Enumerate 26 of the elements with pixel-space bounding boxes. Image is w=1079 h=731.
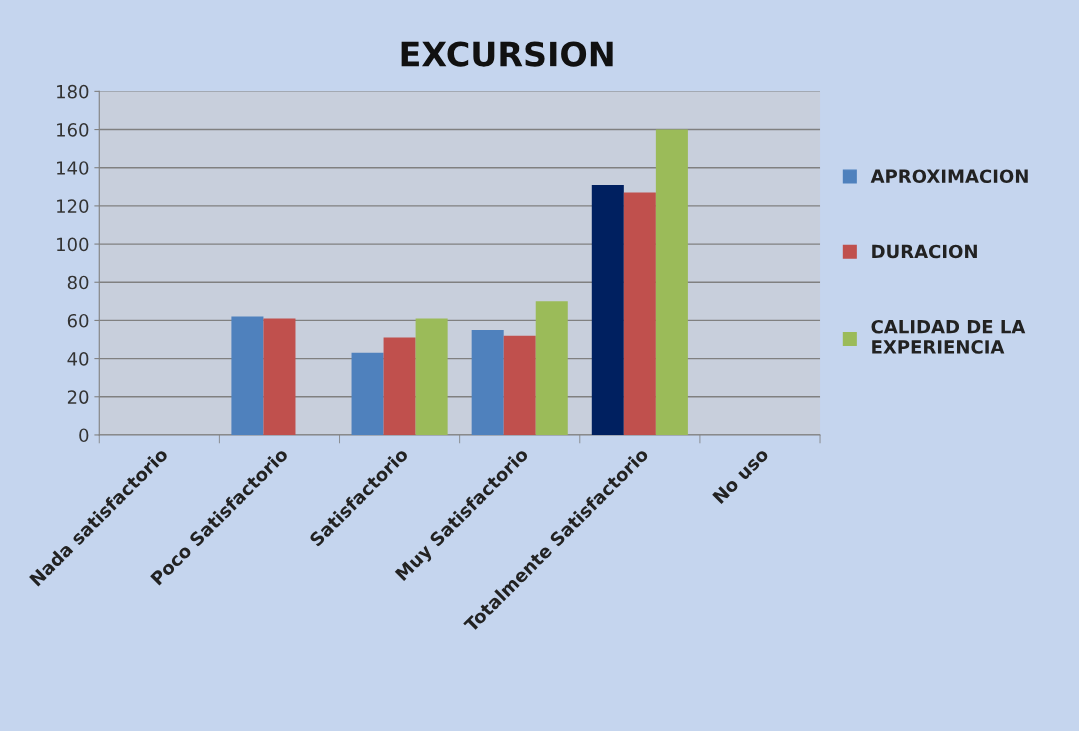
y-tick-label: 40 xyxy=(67,352,89,366)
bar xyxy=(503,335,536,435)
y-tick-label: 20 xyxy=(67,390,89,404)
bar xyxy=(383,337,416,435)
bar xyxy=(263,318,296,435)
y-tick-label: 0 xyxy=(79,428,89,443)
bar xyxy=(415,318,448,435)
bar xyxy=(655,129,688,435)
y-tick-label: 100 xyxy=(57,237,89,252)
bar xyxy=(535,301,568,435)
legend-label: APROXIMACION xyxy=(870,169,1028,184)
y-tick-label: 160 xyxy=(57,123,89,137)
bar xyxy=(471,329,504,435)
bar xyxy=(623,192,656,435)
x-tick-label: No uso xyxy=(712,447,770,505)
bar xyxy=(231,316,264,435)
y-tick-label: 60 xyxy=(67,313,89,328)
legend-label: CALIDAD DE LA EXPERIENCIA xyxy=(871,319,1026,354)
bar xyxy=(351,352,384,435)
bar xyxy=(591,184,624,435)
y-tick-label: 80 xyxy=(67,275,89,290)
legend-label: DURACION xyxy=(872,244,977,259)
y-tick-label: 120 xyxy=(57,199,89,214)
chart-title: EXCURSION xyxy=(401,41,613,67)
y-tick-label: 140 xyxy=(57,161,89,175)
y-tick-label: 180 xyxy=(57,84,89,99)
